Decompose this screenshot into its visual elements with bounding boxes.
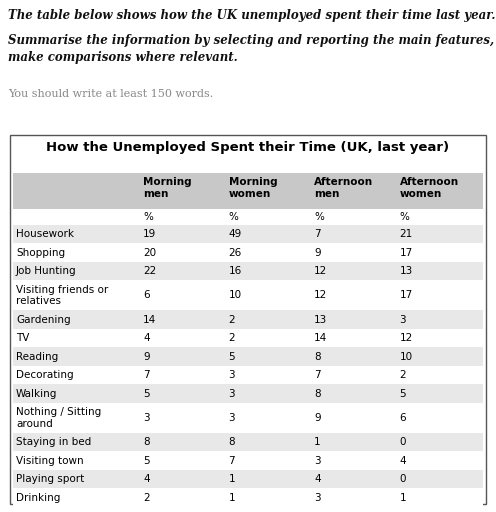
Text: Gardening: Gardening: [16, 315, 70, 325]
Text: Morning
women: Morning women: [229, 177, 277, 199]
Text: 3: 3: [314, 493, 320, 503]
Text: %: %: [399, 212, 409, 222]
Text: 3: 3: [229, 389, 235, 399]
Text: 2: 2: [143, 493, 150, 503]
Text: 3: 3: [143, 413, 150, 423]
Text: 5: 5: [229, 352, 235, 362]
Bar: [13, 173, 483, 209]
Text: 10: 10: [229, 290, 242, 301]
Text: 6: 6: [143, 290, 150, 301]
Text: Job Hunting: Job Hunting: [16, 266, 76, 276]
Bar: [13, 244, 483, 262]
Text: 8: 8: [314, 389, 320, 399]
Text: 12: 12: [314, 290, 327, 301]
Text: 3: 3: [314, 456, 320, 466]
Text: TV: TV: [16, 333, 29, 343]
Text: 3: 3: [399, 315, 406, 325]
Text: 7: 7: [314, 370, 320, 380]
Text: 19: 19: [143, 229, 156, 239]
Text: 6: 6: [399, 413, 406, 423]
Bar: [13, 433, 483, 452]
Text: 5: 5: [143, 389, 150, 399]
Bar: [13, 470, 483, 488]
Bar: [13, 225, 483, 244]
Text: 20: 20: [143, 248, 156, 258]
Text: 9: 9: [143, 352, 150, 362]
Bar: [13, 385, 483, 403]
Text: Decorating: Decorating: [16, 370, 73, 380]
Text: Walking: Walking: [16, 389, 58, 399]
Bar: [13, 403, 483, 433]
Text: 0: 0: [399, 474, 406, 484]
Text: Nothing / Sitting
around: Nothing / Sitting around: [16, 407, 101, 429]
Text: Afternoon
women: Afternoon women: [399, 177, 459, 199]
Bar: [13, 209, 483, 225]
Text: 21: 21: [399, 229, 413, 239]
Text: 4: 4: [143, 333, 150, 343]
Text: 22: 22: [143, 266, 156, 276]
Text: Playing sport: Playing sport: [16, 474, 84, 484]
Text: 10: 10: [399, 352, 413, 362]
Text: 1: 1: [314, 437, 320, 447]
Text: 8: 8: [143, 437, 150, 447]
Text: 5: 5: [399, 389, 406, 399]
Text: Summarise the information by selecting and reporting the main features, and
make: Summarise the information by selecting a…: [8, 34, 496, 64]
Text: Housework: Housework: [16, 229, 74, 239]
Text: 13: 13: [399, 266, 413, 276]
Bar: [13, 488, 483, 507]
Bar: [13, 310, 483, 329]
Text: 13: 13: [314, 315, 327, 325]
Text: 8: 8: [314, 352, 320, 362]
Text: 0: 0: [399, 437, 406, 447]
Text: 26: 26: [229, 248, 242, 258]
Text: 1: 1: [229, 493, 235, 503]
Text: 7: 7: [314, 229, 320, 239]
Text: Shopping: Shopping: [16, 248, 65, 258]
Bar: [13, 366, 483, 385]
Text: 2: 2: [229, 315, 235, 325]
Text: 49: 49: [229, 229, 242, 239]
Bar: [13, 452, 483, 470]
Text: Staying in bed: Staying in bed: [16, 437, 91, 447]
Text: The table below shows how the UK unemployed spent their time last year.: The table below shows how the UK unemplo…: [8, 9, 496, 22]
Text: 7: 7: [143, 370, 150, 380]
Text: 17: 17: [399, 248, 413, 258]
Text: 1: 1: [399, 493, 406, 503]
Bar: [13, 329, 483, 348]
Text: %: %: [143, 212, 153, 222]
Text: %: %: [314, 212, 324, 222]
Text: 2: 2: [399, 370, 406, 380]
Text: How the Unemployed Spent their Time (UK, last year): How the Unemployed Spent their Time (UK,…: [47, 141, 449, 154]
Text: 7: 7: [229, 456, 235, 466]
Bar: [13, 281, 483, 310]
Bar: [13, 262, 483, 281]
Text: 4: 4: [143, 474, 150, 484]
Text: 17: 17: [399, 290, 413, 301]
Text: %: %: [229, 212, 239, 222]
Text: Visiting friends or
relatives: Visiting friends or relatives: [16, 285, 108, 306]
Text: Visiting town: Visiting town: [16, 456, 84, 466]
Text: 5: 5: [143, 456, 150, 466]
Text: 12: 12: [314, 266, 327, 276]
Text: 16: 16: [229, 266, 242, 276]
Text: 4: 4: [399, 456, 406, 466]
Text: 8: 8: [229, 437, 235, 447]
Text: 1: 1: [229, 474, 235, 484]
Text: Afternoon
men: Afternoon men: [314, 177, 373, 199]
Text: Morning
men: Morning men: [143, 177, 191, 199]
Text: 3: 3: [229, 370, 235, 380]
Text: 14: 14: [314, 333, 327, 343]
Text: 3: 3: [229, 413, 235, 423]
Text: You should write at least 150 words.: You should write at least 150 words.: [8, 89, 213, 99]
Text: 14: 14: [143, 315, 156, 325]
Text: 2: 2: [229, 333, 235, 343]
Text: 9: 9: [314, 248, 320, 258]
Text: Reading: Reading: [16, 352, 58, 362]
Text: Drinking: Drinking: [16, 493, 61, 503]
Text: 9: 9: [314, 413, 320, 423]
Text: 4: 4: [314, 474, 320, 484]
Text: 12: 12: [399, 333, 413, 343]
Bar: [13, 348, 483, 366]
